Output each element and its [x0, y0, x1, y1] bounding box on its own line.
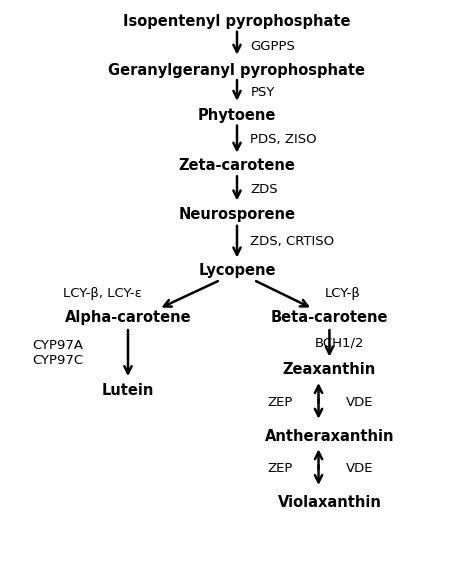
Text: Zeaxanthin: Zeaxanthin: [283, 362, 376, 377]
Text: Neurosporene: Neurosporene: [179, 207, 295, 222]
Text: CYP97A
CYP97C: CYP97A CYP97C: [32, 339, 83, 366]
Text: LCY-β, LCY-ε: LCY-β, LCY-ε: [64, 287, 142, 300]
Text: Lutein: Lutein: [102, 383, 154, 398]
Text: ZEP: ZEP: [267, 462, 293, 475]
Text: Alpha-carotene: Alpha-carotene: [64, 310, 191, 325]
Text: BCH1/2: BCH1/2: [315, 336, 365, 349]
Text: Antheraxanthin: Antheraxanthin: [264, 429, 394, 444]
Text: Lycopene: Lycopene: [198, 263, 276, 278]
Text: Zeta-carotene: Zeta-carotene: [179, 158, 295, 173]
Text: VDE: VDE: [346, 396, 374, 409]
Text: ZEP: ZEP: [267, 396, 293, 409]
Text: Phytoene: Phytoene: [198, 108, 276, 123]
Text: LCY-β: LCY-β: [325, 287, 361, 300]
Text: Geranylgeranyl pyrophosphate: Geranylgeranyl pyrophosphate: [109, 63, 365, 78]
Text: Violaxanthin: Violaxanthin: [277, 495, 382, 510]
Text: GGPPS: GGPPS: [250, 40, 295, 52]
Text: ZDS: ZDS: [250, 183, 278, 196]
Text: VDE: VDE: [346, 462, 374, 475]
Text: Isopentenyl pyrophosphate: Isopentenyl pyrophosphate: [123, 14, 351, 29]
Text: PSY: PSY: [250, 86, 274, 98]
Text: Beta-carotene: Beta-carotene: [271, 310, 388, 325]
Text: ZDS, CRTISO: ZDS, CRTISO: [250, 236, 334, 248]
Text: PDS, ZISO: PDS, ZISO: [250, 134, 317, 146]
